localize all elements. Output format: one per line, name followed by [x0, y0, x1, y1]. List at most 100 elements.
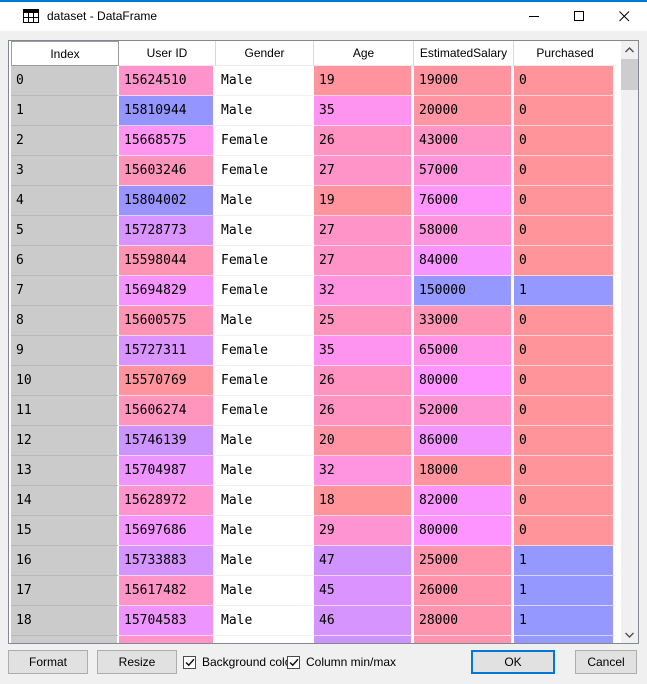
cell[interactable]: 29700 — [414, 636, 514, 643]
cell[interactable]: 32 — [314, 276, 414, 306]
index-cell[interactable]: 17 — [11, 576, 119, 606]
cell[interactable]: 29 — [314, 516, 414, 546]
cell[interactable]: 46 — [314, 606, 414, 636]
index-cell[interactable]: 15 — [11, 516, 119, 546]
cell[interactable]: 82000 — [414, 486, 514, 516]
cell[interactable]: 43000 — [414, 126, 514, 156]
cell[interactable]: 15628972 — [119, 486, 216, 516]
column-minmax-checkbox[interactable]: Column min/max — [287, 650, 396, 674]
cell[interactable]: 18000 — [414, 456, 514, 486]
cell[interactable]: 0 — [514, 96, 616, 126]
checkbox-box[interactable] — [287, 655, 300, 669]
cell[interactable]: 0 — [514, 186, 616, 216]
cell[interactable]: Male — [216, 516, 314, 546]
cell[interactable]: Male — [216, 546, 314, 576]
index-cell[interactable]: 5 — [11, 216, 119, 246]
column-header-estimatedsalary[interactable]: EstimatedSalary — [414, 41, 514, 66]
cell[interactable]: Male — [216, 96, 314, 126]
cell[interactable]: Male — [216, 306, 314, 336]
cell[interactable]: 15704987 — [119, 456, 216, 486]
cell[interactable]: 1 — [514, 636, 616, 643]
cell[interactable]: 15617482 — [119, 576, 216, 606]
cell[interactable]: Male — [216, 186, 314, 216]
index-cell[interactable]: 4 — [11, 186, 119, 216]
cell[interactable]: 25 — [314, 306, 414, 336]
cell[interactable]: 1 — [514, 546, 616, 576]
cell[interactable]: 25000 — [414, 546, 514, 576]
cell[interactable]: Male — [216, 486, 314, 516]
column-header-purchased[interactable]: Purchased — [514, 41, 616, 66]
cell[interactable]: 80000 — [414, 366, 514, 396]
cell[interactable]: 0 — [514, 306, 616, 336]
vertical-scrollbar[interactable] — [621, 41, 638, 643]
cell[interactable]: 0 — [514, 426, 616, 456]
index-cell[interactable]: 12 — [11, 426, 119, 456]
cell[interactable]: Male — [216, 606, 314, 636]
cell[interactable]: 15728773 — [119, 216, 216, 246]
index-cell[interactable]: 19 — [11, 636, 119, 643]
cell[interactable]: 26000 — [414, 576, 514, 606]
cell[interactable]: 20 — [314, 426, 414, 456]
cell[interactable]: 1 — [514, 276, 616, 306]
cell[interactable]: Female — [216, 246, 314, 276]
cell[interactable]: 15804002 — [119, 186, 216, 216]
cell[interactable]: 15697686 — [119, 516, 216, 546]
cancel-button[interactable]: Cancel — [575, 650, 637, 674]
cell[interactable]: 48 — [314, 636, 414, 643]
cell[interactable]: 15603246 — [119, 156, 216, 186]
index-cell[interactable]: 2 — [11, 126, 119, 156]
cell[interactable]: 65000 — [414, 336, 514, 366]
format-button[interactable]: Format — [8, 650, 88, 674]
cell[interactable]: 15606274 — [119, 396, 216, 426]
cell[interactable]: 58000 — [414, 216, 514, 246]
cell[interactable]: 0 — [514, 366, 616, 396]
resize-button[interactable]: Resize — [97, 650, 177, 674]
column-header-age[interactable]: Age — [314, 41, 414, 66]
cell[interactable]: 86000 — [414, 426, 514, 456]
cell[interactable]: 18 — [314, 486, 414, 516]
cell[interactable]: 35 — [314, 96, 414, 126]
cell[interactable]: Female — [216, 396, 314, 426]
cell[interactable]: 15598044 — [119, 246, 216, 276]
scroll-thumb[interactable] — [621, 59, 638, 90]
cell[interactable]: 15624510 — [119, 66, 216, 96]
cell[interactable]: 0 — [514, 336, 616, 366]
cell[interactable]: 0 — [514, 486, 616, 516]
cell[interactable]: 15570769 — [119, 366, 216, 396]
cell[interactable]: 15810944 — [119, 96, 216, 126]
cell[interactable]: 0 — [514, 126, 616, 156]
cell[interactable]: Female — [216, 126, 314, 156]
checkbox-box[interactable] — [183, 655, 196, 669]
cell[interactable]: 19000 — [414, 66, 514, 96]
close-button[interactable] — [602, 2, 647, 31]
cell[interactable]: 15727311 — [119, 336, 216, 366]
cell[interactable]: 15668575 — [119, 126, 216, 156]
cell[interactable]: 19 — [314, 66, 414, 96]
index-cell[interactable]: 1 — [11, 96, 119, 126]
cell[interactable]: Male — [216, 576, 314, 606]
index-cell[interactable]: 18 — [11, 606, 119, 636]
cell[interactable]: 19 — [314, 186, 414, 216]
cell[interactable]: 32 — [314, 456, 414, 486]
cell[interactable]: 47 — [314, 546, 414, 576]
column-header-gender[interactable]: Gender — [216, 41, 314, 66]
cell[interactable]: 15746139 — [119, 426, 216, 456]
cell[interactable]: Female — [216, 276, 314, 306]
background-color-checkbox[interactable]: Background color — [183, 650, 295, 674]
cell[interactable]: Female — [216, 156, 314, 186]
cell[interactable]: 57000 — [414, 156, 514, 186]
cell[interactable]: 26 — [314, 126, 414, 156]
cell[interactable]: 84000 — [414, 246, 514, 276]
cell[interactable]: 150000 — [414, 276, 514, 306]
cell[interactable]: 52000 — [414, 396, 514, 426]
index-cell[interactable]: 13 — [11, 456, 119, 486]
cell[interactable]: 0 — [514, 396, 616, 426]
index-cell[interactable]: 0 — [11, 66, 119, 96]
cell[interactable]: 76000 — [414, 186, 514, 216]
cell[interactable]: 15600575 — [119, 306, 216, 336]
maximize-button[interactable] — [557, 2, 602, 31]
cell[interactable]: 1 — [514, 606, 616, 636]
cell[interactable]: Male — [216, 456, 314, 486]
cell[interactable]: 15704583 — [119, 606, 216, 636]
cell[interactable]: Male — [216, 216, 314, 246]
